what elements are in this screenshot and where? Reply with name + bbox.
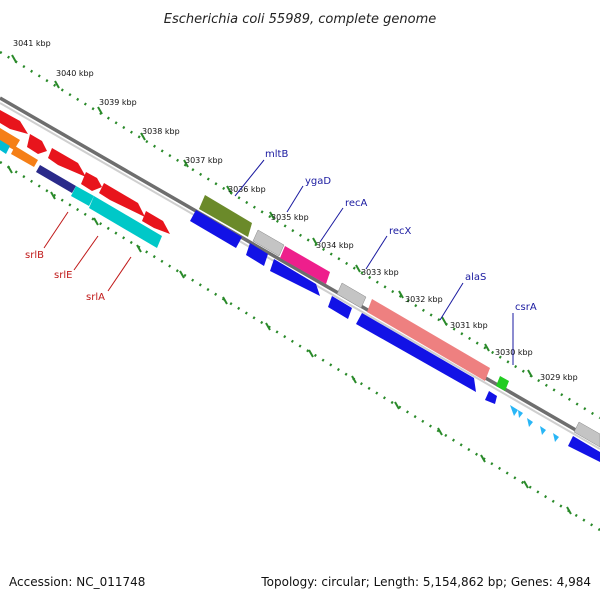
gene-srlE [71,186,94,206]
gene-feature [568,436,600,462]
reverse-label-lines [43,211,132,292]
genome-summary: Topology: circular; Length: 5,154,862 bp… [260,575,591,589]
gene-feature [328,296,352,319]
tick-label: 3037 kbp [185,156,223,165]
forward-label-lines [234,159,514,365]
tick-label: 3030 kbp [495,348,533,357]
gene-csrA [496,376,509,391]
gene-label-csrA: csrA [515,302,537,313]
gene-label-srlE: srlE [54,270,72,281]
gene-feature [270,259,320,296]
gene-feature [553,433,559,442]
tick-label: 3035 kbp [271,213,309,222]
tick-label: 3041 kbp [13,39,51,48]
gene-feature [527,418,533,427]
gene-alaS [367,299,490,381]
inner-tick-ring [0,160,600,532]
reverse-strand-features [0,128,600,462]
gene-recA [280,246,330,284]
gene-feature [142,211,170,234]
gene-feature [356,313,476,392]
gene-mltB [199,195,252,237]
gene-feature [540,426,546,435]
map-title: Escherichia coli 55989, complete genome [164,12,436,27]
tick-label: 3031 kbp [450,321,488,330]
gene-label-ygaD: ygaD [305,176,331,187]
tick-label: 3034 kbp [316,241,354,250]
tick-labels: 3041 kbp 3040 kbp 3039 kbp 3038 kbp 3037… [13,39,578,382]
tick-label: 3033 kbp [361,268,399,277]
tick-label: 3029 kbp [540,373,578,382]
gene-ygaD [252,229,285,257]
gene-srlA [89,196,162,248]
gene-feature [99,183,145,217]
gene-label-alaS: alaS [465,272,486,283]
gene-srlB [36,165,76,193]
gene-feature [11,146,38,167]
tick-label: 3040 kbp [56,69,94,78]
gene-label-srlB: srlB [25,250,44,261]
gene-feature [518,410,523,418]
gene-feature [48,148,86,177]
tick-label: 3032 kbp [405,295,443,304]
gene-feature [485,391,497,404]
accession-label: Accession: NC_011748 [9,575,145,589]
gene-feature [573,421,600,448]
gene-label-recX: recX [389,226,412,237]
genome-backbone [0,96,600,450]
outer-major-ticks [11,54,533,378]
gene-feature [510,405,518,416]
gene-label-recA: recA [345,198,368,209]
gene-feature [0,110,28,134]
inner-major-ticks [7,165,572,515]
tick-label: 3036 kbp [228,185,266,194]
gene-feature [0,140,10,154]
gene-feature [190,210,242,248]
tick-label: 3038 kbp [142,127,180,136]
gene-feature [81,172,102,191]
gene-recX [336,282,367,309]
outer-tick-ring [0,50,600,420]
gene-label-srlA: srlA [86,292,105,303]
gene-feature [27,134,47,154]
gene-label-mltB: mltB [265,149,288,160]
gene-feature [246,243,268,266]
tick-label: 3039 kbp [99,98,137,107]
forward-strand-features [0,110,600,448]
